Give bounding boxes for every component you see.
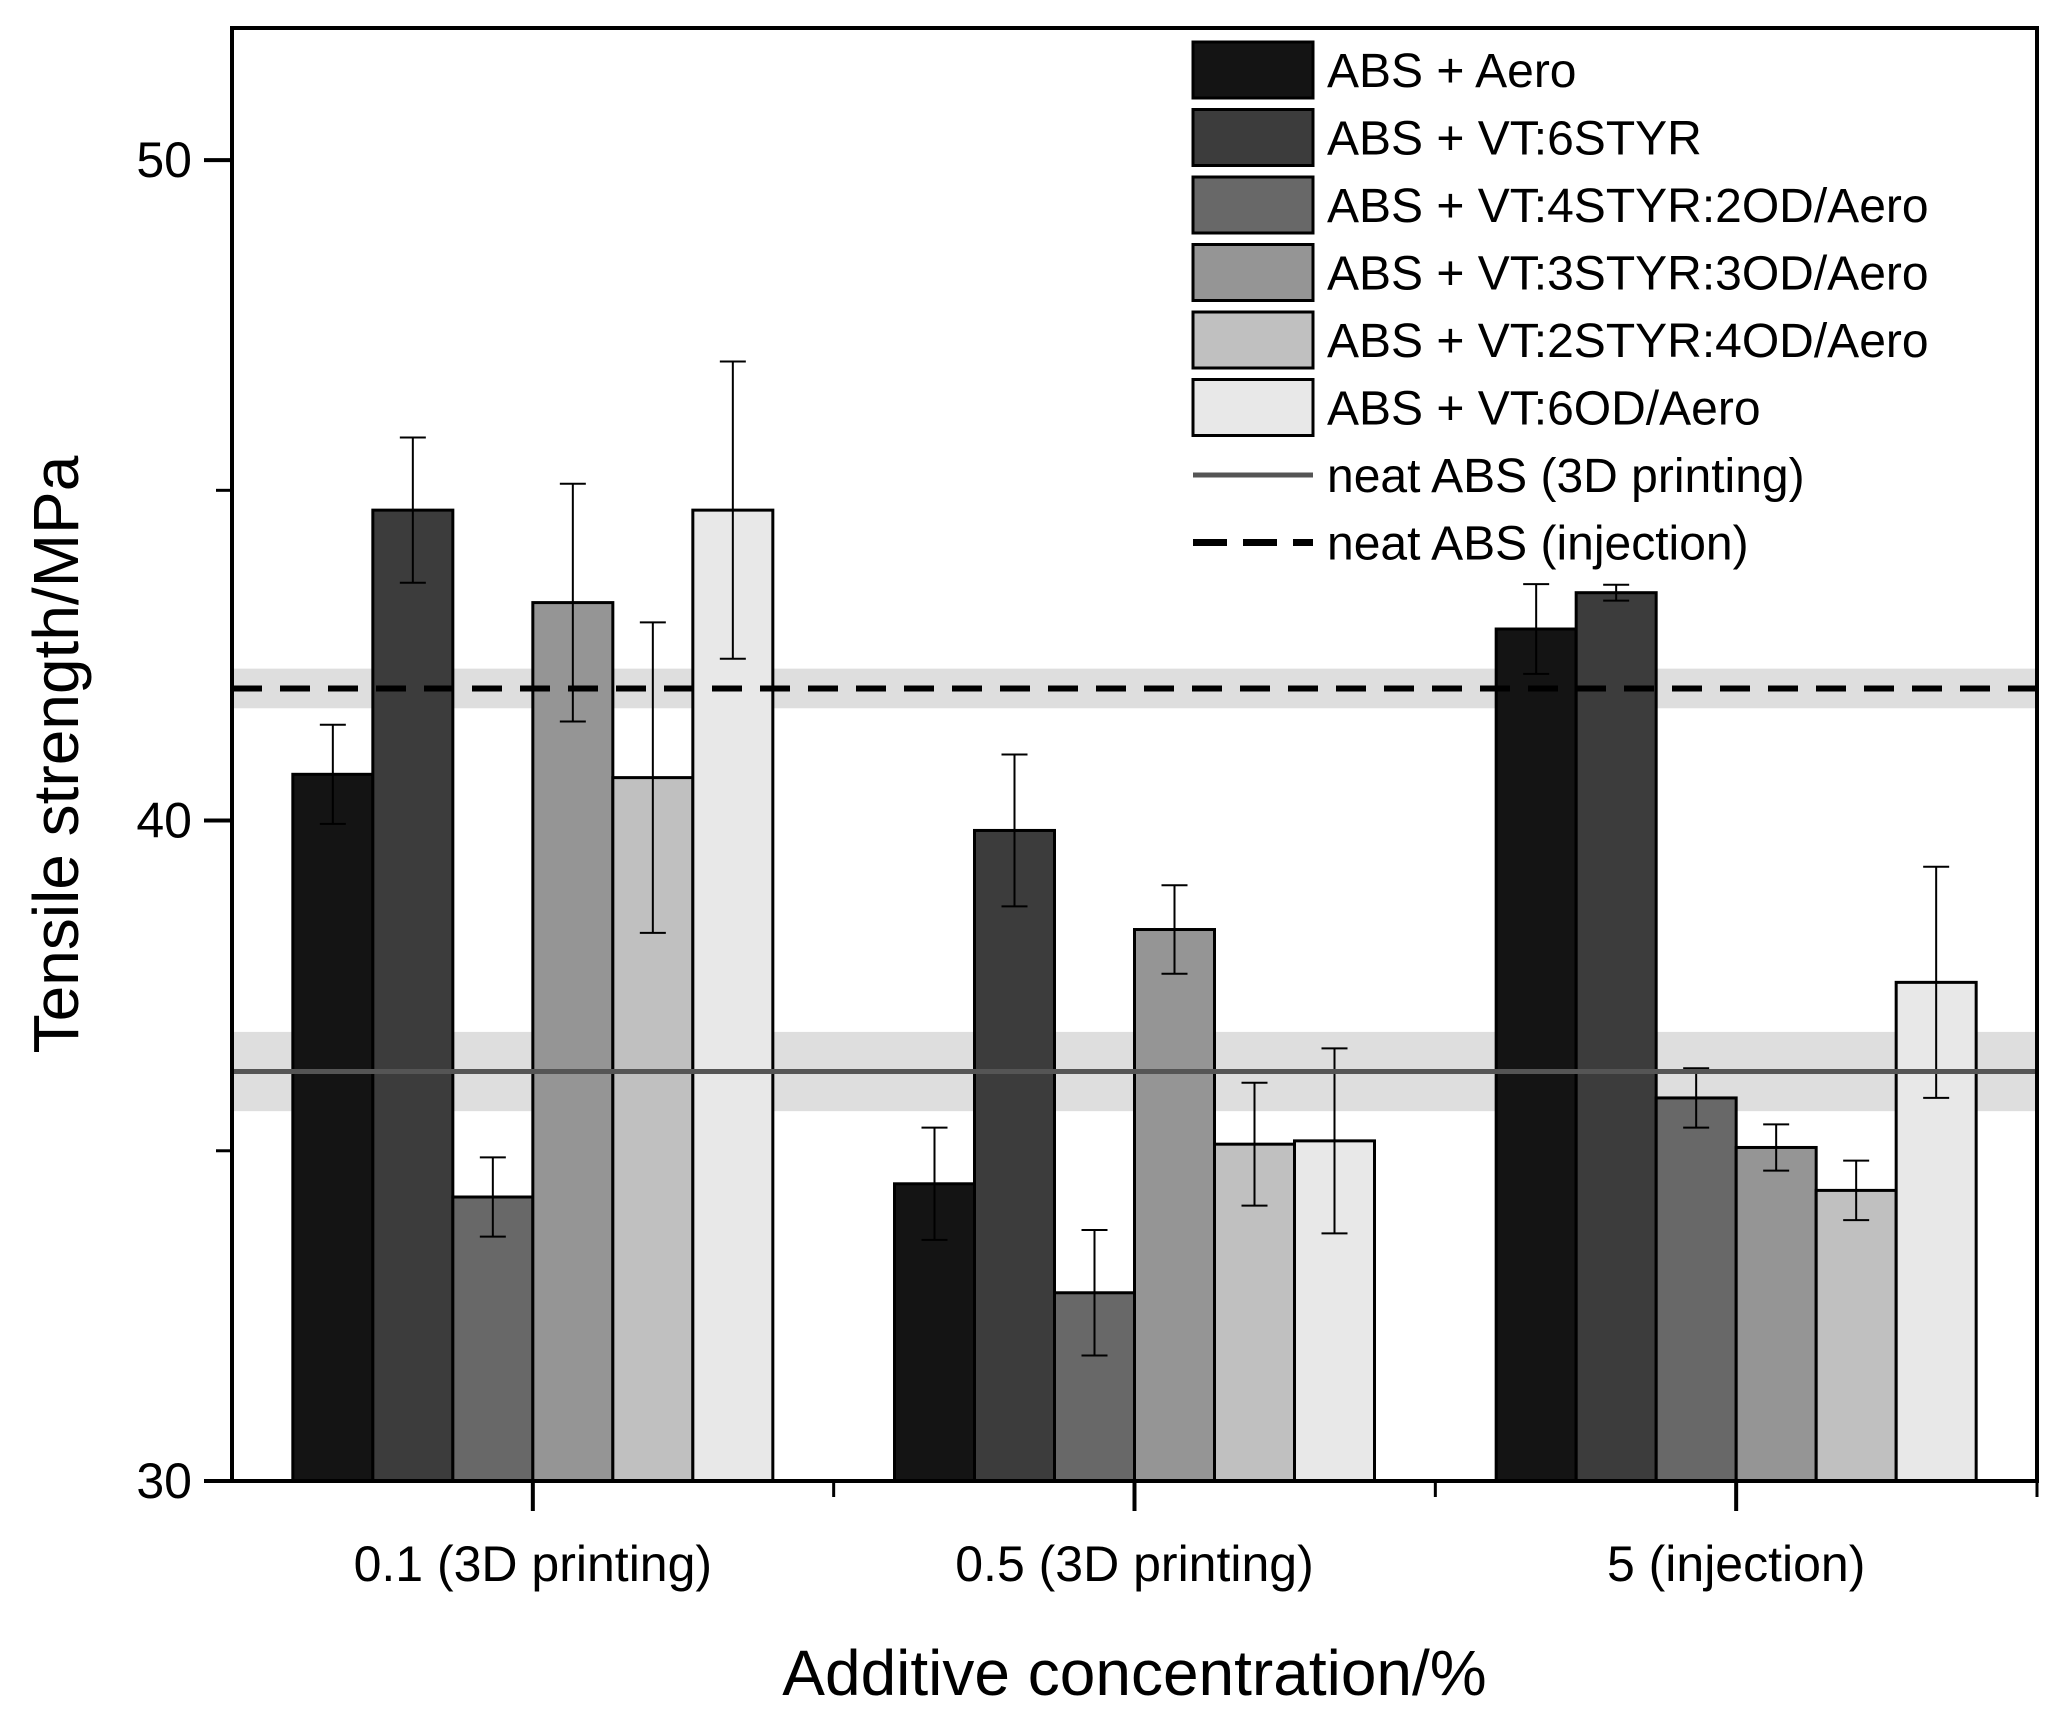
error-bar-s2-c3 bbox=[1603, 583, 1630, 602]
y-tick-label: 40 bbox=[136, 793, 192, 849]
error-bar-s2-c1 bbox=[399, 436, 426, 584]
bar-s2-c2 bbox=[973, 828, 1056, 1483]
error-bar-s1-c1 bbox=[319, 723, 346, 825]
bar-s4-c2 bbox=[1133, 928, 1216, 1483]
legend-item-3: ABS + VT:4STYR:2OD/Aero bbox=[1191, 175, 1929, 235]
reference-band-2 bbox=[232, 668, 2037, 709]
x-tick-label: 0.5 (3D printing) bbox=[955, 1536, 1314, 1592]
reference-lines-layer bbox=[232, 685, 2037, 1075]
error-bar-s1-c2 bbox=[921, 1126, 948, 1241]
legend-label: ABS + VT:6STYR bbox=[1327, 113, 1702, 166]
x-axis: 0.1 (3D printing) 0.5 (3D printing) 5 (inj… bbox=[354, 1481, 2039, 1592]
legend-label: neat ABS (3D printing) bbox=[1327, 450, 1805, 503]
legend-item-1: ABS + Aero bbox=[1191, 40, 1577, 100]
bar-s1-c3 bbox=[1494, 627, 1578, 1483]
bar-s1-c1 bbox=[291, 772, 375, 1483]
error-bar-s3-c2 bbox=[1081, 1229, 1108, 1357]
error-bar-s6-c3 bbox=[1923, 865, 1950, 1099]
legend-swatch bbox=[1191, 108, 1315, 167]
legend-label: ABS + VT:4STYR:2OD/Aero bbox=[1327, 180, 1929, 233]
bar-s3-c1 bbox=[451, 1195, 535, 1483]
error-bar-s4-c3 bbox=[1763, 1123, 1790, 1172]
legend-item-7: neat ABS (3D printing) bbox=[1193, 450, 1805, 503]
error-bar-s5-c1 bbox=[639, 621, 666, 934]
error-bar-s5-c2 bbox=[1241, 1081, 1268, 1207]
legend: ABS + Aero ABS + VT:6STYR ABS + VT:4STYR:2… bbox=[1191, 40, 1929, 571]
legend-item-2: ABS + VT:6STYR bbox=[1191, 108, 1702, 167]
y-axis: 30 40 50 bbox=[136, 132, 232, 1509]
legend-swatch bbox=[1191, 243, 1315, 302]
bar-s3-c3 bbox=[1654, 1096, 1738, 1483]
x-tick-label: 5 (injection) bbox=[1607, 1536, 1865, 1592]
error-bar-s6-c2 bbox=[1321, 1047, 1348, 1235]
bar-s6-c1 bbox=[691, 508, 775, 1483]
x-axis-title: Additive concentration/% bbox=[782, 1637, 1486, 1709]
legend-label: neat ABS (injection) bbox=[1327, 518, 1749, 571]
y-tick-label: 30 bbox=[136, 1453, 192, 1509]
bar-s5-c3 bbox=[1814, 1188, 1898, 1483]
legend-label: ABS + Aero bbox=[1327, 45, 1577, 98]
y-axis-title: Tensile strength/MPa bbox=[20, 455, 92, 1053]
legend-item-6: ABS + VT:6OD/Aero bbox=[1191, 378, 1761, 437]
legend-label: ABS + VT:3STYR:3OD/Aero bbox=[1327, 248, 1929, 301]
legend-item-5: ABS + VT:2STYR:4OD/Aero bbox=[1191, 310, 1929, 370]
error-bar-s2-c2 bbox=[1001, 753, 1028, 908]
legend-swatch bbox=[1191, 310, 1315, 370]
legend-item-4: ABS + VT:3STYR:3OD/Aero bbox=[1191, 243, 1929, 302]
legend-swatch bbox=[1191, 40, 1315, 100]
bar-s2-c3 bbox=[1574, 591, 1658, 1483]
bar-s4-c3 bbox=[1734, 1145, 1818, 1483]
legend-swatch bbox=[1191, 175, 1315, 235]
error-bar-s3-c3 bbox=[1683, 1067, 1710, 1129]
error-bar-s4-c2 bbox=[1161, 884, 1188, 975]
legend-label: ABS + VT:2STYR:4OD/Aero bbox=[1327, 315, 1929, 368]
y-tick-label: 50 bbox=[136, 132, 192, 188]
legend-swatch bbox=[1191, 378, 1315, 437]
error-bar-s5-c3 bbox=[1843, 1159, 1870, 1222]
bar-s2-c1 bbox=[371, 508, 455, 1483]
x-tick-label: 0.1 (3D printing) bbox=[354, 1536, 713, 1592]
bars-layer bbox=[291, 508, 1978, 1483]
legend-item-8: neat ABS (injection) bbox=[1193, 518, 1749, 571]
bar-s4-c1 bbox=[531, 601, 615, 1483]
error-bars-layer bbox=[319, 360, 1950, 1357]
error-bar-s1-c3 bbox=[1523, 583, 1550, 675]
legend-label: ABS + VT:6OD/Aero bbox=[1327, 383, 1761, 436]
error-bar-s4-c1 bbox=[559, 482, 586, 723]
error-bar-s6-c1 bbox=[719, 360, 746, 660]
error-bar-s3-c1 bbox=[479, 1156, 506, 1238]
